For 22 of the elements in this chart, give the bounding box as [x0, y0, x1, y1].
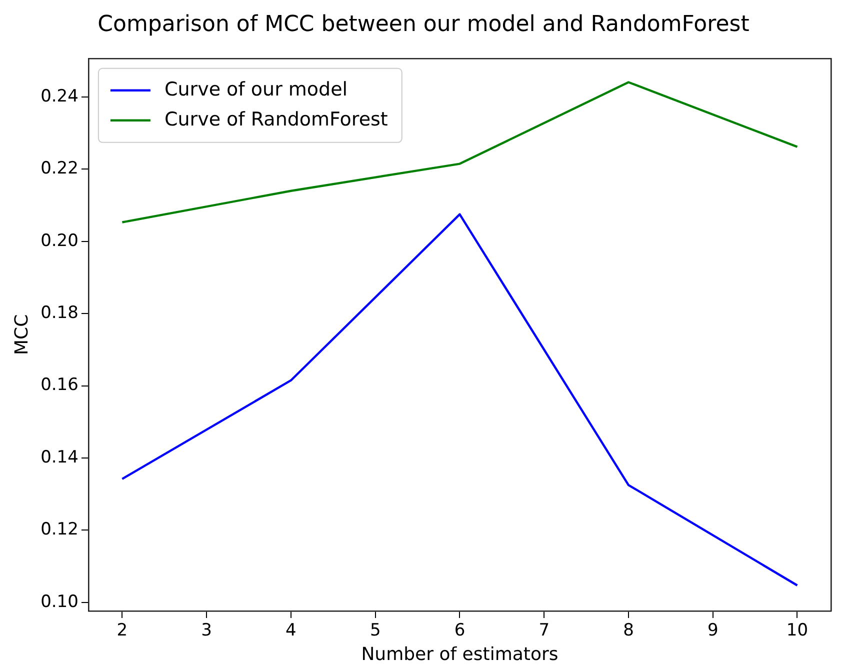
x-tick-label: 5: [370, 620, 381, 641]
legend-label: Curve of RandomForest: [164, 108, 388, 130]
y-tick-label: 0.10: [40, 592, 78, 612]
chart-title: Comparison of MCC between our model and RandomForest: [98, 12, 750, 37]
x-tick-label: 7: [538, 620, 550, 641]
y-tick-label: 0.24: [40, 86, 78, 106]
y-tick-label: 0.16: [40, 375, 78, 396]
x-axis-title: Number of estimators: [361, 644, 558, 665]
y-tick-label: 0.22: [40, 158, 78, 179]
y-axis-title: MCC: [11, 314, 32, 356]
y-tick-label: 0.12: [40, 520, 78, 540]
y-tick-label: 0.14: [40, 447, 78, 468]
x-tick-label: 9: [707, 620, 718, 641]
y-tick-label: 0.18: [40, 303, 78, 324]
y-tick-label: 0.20: [40, 230, 78, 251]
x-tick-label: 10: [786, 620, 808, 641]
x-tick-label: 6: [454, 620, 466, 641]
x-tick-label: 8: [623, 620, 634, 641]
x-tick-label: 4: [286, 620, 296, 641]
x-tick-label: 3: [201, 620, 212, 641]
legend-label: Curve of our model: [164, 78, 348, 100]
x-tick-label: 2: [116, 620, 128, 641]
